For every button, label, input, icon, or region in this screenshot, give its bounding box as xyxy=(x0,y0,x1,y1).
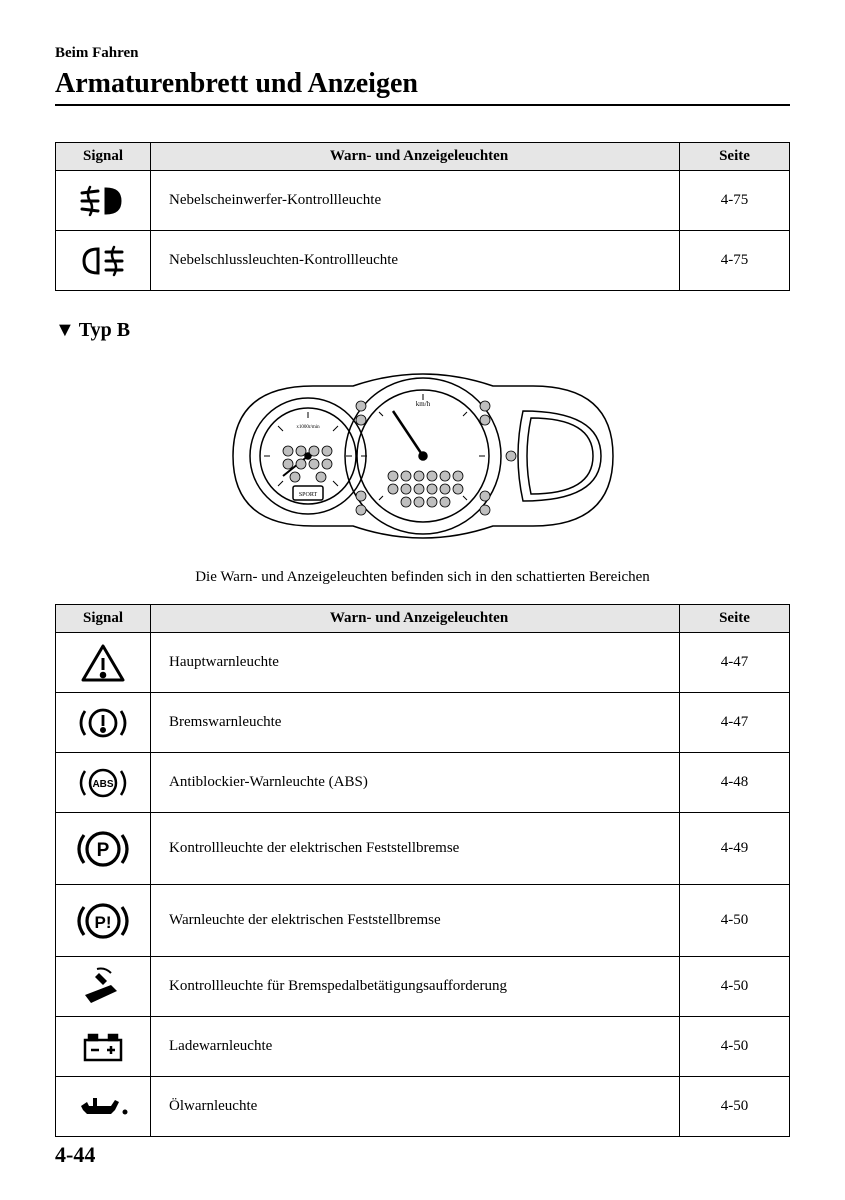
page-title: Armaturenbrett und Anzeigen xyxy=(55,68,790,100)
page-reference: 4-47 xyxy=(680,693,790,753)
table-header-row: Signal Warn- und Anzeigeleuchten Seite xyxy=(56,605,790,633)
warning-description: Hauptwarnleuchte xyxy=(151,633,680,693)
col-header-signal: Signal xyxy=(56,143,151,171)
triangle-marker-icon: ▼ xyxy=(55,319,75,342)
table-header-row: Signal Warn- und Anzeigeleuchten Seite xyxy=(56,143,790,171)
col-header-signal: Signal xyxy=(56,605,151,633)
manual-page: Beim Fahren Armaturenbrett und Anzeigen … xyxy=(0,0,845,1200)
oil-icon xyxy=(56,1077,151,1137)
table-row: Ölwarnleuchte4-50 xyxy=(56,1077,790,1137)
table-row: P! Warnleuchte der elektrischen Feststell… xyxy=(56,885,790,957)
p-excl-paren-icon: P! xyxy=(56,885,151,957)
warning-table-1: Signal Warn- und Anzeigeleuchten Seite N… xyxy=(55,142,790,291)
svg-text:x1000r/min: x1000r/min xyxy=(296,425,320,430)
section-typ-b: ▼Typ B xyxy=(55,319,790,342)
col-header-desc: Warn- und Anzeigeleuchten xyxy=(151,605,680,633)
table-row: Nebelscheinwerfer-Kontrollleuchte4-75 xyxy=(56,171,790,231)
battery-icon xyxy=(56,1017,151,1077)
table-row: Ladewarnleuchte4-50 xyxy=(56,1017,790,1077)
table-row: Hauptwarnleuchte4-47 xyxy=(56,633,790,693)
col-header-page: Seite xyxy=(680,605,790,633)
p-paren-icon: P xyxy=(56,813,151,885)
triangle-excl-icon xyxy=(56,633,151,693)
svg-text:km/h: km/h xyxy=(415,400,430,408)
page-reference: 4-47 xyxy=(680,633,790,693)
section-label-text: Typ B xyxy=(79,319,130,342)
table-row: Nebelschlussleuchten-Kontrollleuchte4-75 xyxy=(56,231,790,291)
title-rule xyxy=(55,104,790,106)
table-row: P Kontrollleuchte der elektrischen Festst… xyxy=(56,813,790,885)
warning-table-2: Signal Warn- und Anzeigeleuchten Seite H… xyxy=(55,604,790,1137)
warning-description: Warnleuchte der elektrischen Feststellbr… xyxy=(151,885,680,957)
warning-description: Ölwarnleuchte xyxy=(151,1077,680,1137)
table-row: Bremswarnleuchte4-47 xyxy=(56,693,790,753)
table-row: Kontrollleuchte für Bremspedalbetätigung… xyxy=(56,957,790,1017)
diagram-caption: Die Warn- und Anzeigeleuchten befinden s… xyxy=(55,569,790,586)
warning-description: Kontrollleuchte der elektrischen Festste… xyxy=(151,813,680,885)
section-heading: Beim Fahren xyxy=(55,45,790,62)
svg-text:ABS: ABS xyxy=(92,779,113,790)
warning-description: Bremswarnleuchte xyxy=(151,693,680,753)
page-reference: 4-49 xyxy=(680,813,790,885)
page-reference: 4-75 xyxy=(680,171,790,231)
svg-text:P!: P! xyxy=(95,913,112,932)
fog-front-icon xyxy=(56,171,151,231)
page-reference: 4-50 xyxy=(680,957,790,1017)
instrument-cluster-diagram: x1000r/min SPORT km/h xyxy=(55,356,790,561)
page-number: 4-44 xyxy=(55,1142,95,1168)
page-reference: 4-50 xyxy=(680,1077,790,1137)
col-header-desc: Warn- und Anzeigeleuchten xyxy=(151,143,680,171)
table-row: ABS Antiblockier-Warnleuchte (ABS)4-48 xyxy=(56,753,790,813)
page-reference: 4-50 xyxy=(680,885,790,957)
page-reference: 4-50 xyxy=(680,1017,790,1077)
abs-paren-icon: ABS xyxy=(56,753,151,813)
warning-description: Nebelscheinwerfer-Kontrollleuchte xyxy=(151,171,680,231)
circle-excl-paren-icon xyxy=(56,693,151,753)
svg-text:SPORT: SPORT xyxy=(298,492,317,498)
page-reference: 4-48 xyxy=(680,753,790,813)
page-reference: 4-75 xyxy=(680,231,790,291)
brake-pedal-icon xyxy=(56,957,151,1017)
warning-description: Kontrollleuchte für Bremspedalbetätigung… xyxy=(151,957,680,1017)
col-header-page: Seite xyxy=(680,143,790,171)
warning-description: Nebelschlussleuchten-Kontrollleuchte xyxy=(151,231,680,291)
fog-rear-icon xyxy=(56,231,151,291)
svg-text:P: P xyxy=(97,840,110,861)
warning-description: Ladewarnleuchte xyxy=(151,1017,680,1077)
warning-description: Antiblockier-Warnleuchte (ABS) xyxy=(151,753,680,813)
